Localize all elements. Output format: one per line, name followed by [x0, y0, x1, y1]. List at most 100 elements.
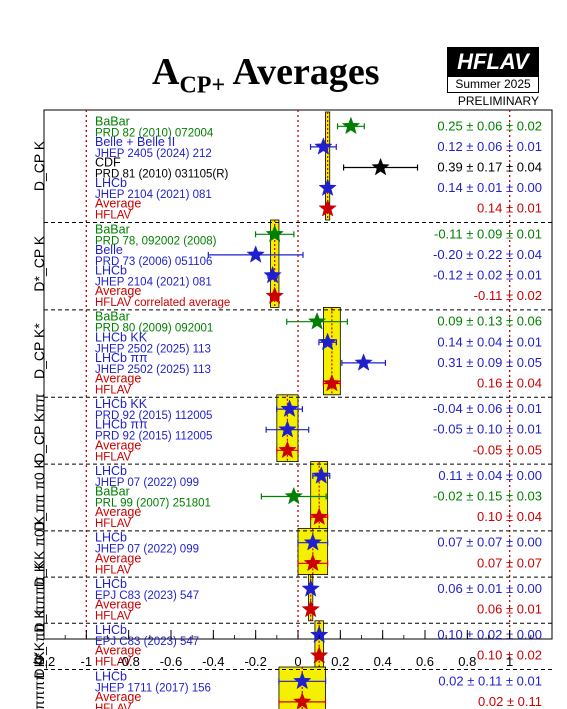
experiment-label: BaBar	[95, 114, 130, 128]
data-point-star	[341, 116, 361, 135]
value-label: 0.06 ± 0.01	[477, 602, 542, 617]
value-label: -0.20 ± 0.22 ± 0.04	[433, 247, 542, 262]
group-label: D_KKππ K	[31, 609, 47, 679]
data-point-star	[278, 419, 297, 438]
reference-label: PRD 73 (2006) 051106	[95, 256, 212, 268]
data-point-star	[293, 671, 312, 690]
reference-label: PRD 78, 092002 (2008)	[95, 235, 217, 247]
group-label: D_ππππ K	[31, 562, 47, 632]
data-point-star	[318, 198, 337, 217]
reference-label: HFLAV	[95, 657, 132, 669]
data-point-star	[278, 440, 297, 459]
value-label: 0.06 ± 0.01 ± 0.00	[437, 581, 542, 596]
reference-label: HFLAV correlated average	[95, 297, 230, 309]
data-point-star	[318, 332, 337, 351]
group-label: D_CP Kππ	[31, 393, 47, 463]
x-tick-label: 0.4	[374, 654, 392, 669]
value-label: 0.02 ± 0.11 ± 0.01	[438, 673, 542, 688]
experiment-label: LHCb	[95, 577, 127, 591]
experiment-label: LHCb	[95, 176, 127, 190]
experiment-label: LHCb KK	[95, 397, 148, 411]
experiment-label: Belle	[95, 243, 123, 257]
x-tick-label: -1.2	[33, 654, 55, 669]
group-label: D_CP K*	[31, 323, 47, 379]
data-point-star	[303, 553, 323, 572]
data-point-star	[309, 645, 329, 664]
group-label: D_ππ π0 K	[31, 458, 47, 530]
data-point-star	[354, 353, 373, 371]
value-label: 0.07 ± 0.07	[477, 555, 542, 570]
reference-label: JHEP 2104 (2021) 081	[95, 277, 212, 289]
experiment-label: Average	[95, 598, 141, 612]
value-label: -0.12 ± 0.02 ± 0.01	[433, 268, 542, 283]
reference-label: JHEP 1711 (2017) 156	[95, 682, 211, 694]
value-label: 0.10 ± 0.02 ± 0.00	[437, 627, 542, 642]
reference-label: EPJ C83 (2023) 547	[95, 636, 199, 648]
data-point-star	[307, 311, 327, 330]
data-point-star	[284, 486, 303, 505]
experiment-label: LHCb	[95, 531, 127, 545]
reference-label: PRD 82 (2010) 072004	[95, 127, 214, 139]
reference-label: HFLAV	[95, 451, 132, 463]
value-label: 0.31 ± 0.09 ± 0.05	[437, 355, 542, 370]
reference-label: HFLAV	[95, 385, 132, 397]
reference-label: PRD 80 (2009) 092001	[95, 323, 213, 335]
x-tick-label: -0.4	[202, 654, 224, 669]
value-label: 0.14 ± 0.04 ± 0.01	[437, 334, 542, 349]
data-point-star	[263, 265, 282, 284]
group-label: D_KK π0 K	[31, 515, 47, 587]
experiment-label: Average	[95, 644, 141, 658]
hflav-logo-box: HFLAV	[447, 47, 539, 76]
value-label: 0.14 ± 0.01	[477, 201, 542, 216]
experiment-label: Average	[95, 372, 141, 386]
reference-label: PRD 92 (2015) 112005	[95, 431, 212, 443]
chart-title: ACP+ Averages	[152, 51, 380, 99]
hflav-logo: HFLAV Summer 2025 PRELIMINARY	[447, 47, 539, 108]
data-point-star	[309, 507, 329, 525]
value-label: 0.11 ± 0.04 ± 0.00	[438, 468, 542, 483]
group-label: D_CP K	[31, 140, 47, 191]
value-label: 0.10 ± 0.04	[477, 509, 542, 524]
value-label: -0.05 ± 0.10 ± 0.01	[433, 422, 542, 437]
value-label: 0.25 ± 0.06 ± 0.02	[437, 118, 542, 133]
x-tick-label: -1	[81, 654, 93, 669]
x-tick-label: -0.2	[244, 654, 266, 669]
value-label: 0.02 ± 0.11	[478, 694, 542, 709]
experiment-label: Belle + Belle II	[95, 135, 175, 149]
reference-label: JHEP 07 (2022) 099	[95, 477, 199, 489]
x-tick-label: 0	[294, 654, 301, 669]
reference-label: JHEP 2104 (2021) 081	[95, 189, 212, 201]
experiment-label: BaBar	[95, 485, 130, 499]
value-label: 0.39 ± 0.17 ± 0.04	[437, 160, 542, 175]
reference-label: PRD 92 (2015) 112005	[95, 410, 212, 422]
logo-status: PRELIMINARY	[457, 94, 539, 108]
data-point-star	[293, 692, 312, 709]
experiment-label: Average	[95, 438, 141, 452]
experiment-label: Average	[95, 551, 141, 565]
experiment-label: Average	[95, 505, 141, 519]
reference-label: JHEP 2502 (2025) 113	[95, 343, 211, 355]
group-label: D*_CP K	[31, 235, 47, 291]
reference-label: HFLAV	[95, 518, 132, 530]
value-label: -0.11 ± 0.02	[474, 288, 542, 303]
experiment-label: Average	[95, 284, 141, 298]
experiment-label: LHCb	[95, 464, 127, 478]
value-label: 0.07 ± 0.07 ± 0.00	[437, 535, 542, 550]
data-point-star	[303, 532, 323, 551]
data-point-star	[265, 286, 284, 304]
x-tick-label: 0.2	[331, 654, 349, 669]
x-tick-label: 1	[506, 654, 513, 669]
experiment-label: LHCb ππ	[95, 351, 148, 365]
data-point-star	[246, 245, 265, 263]
value-label: 0.14 ± 0.01 ± 0.00	[437, 180, 542, 195]
x-tick-label: -0.6	[160, 654, 182, 669]
experiment-label: CDF	[95, 156, 121, 170]
experiment-label: LHCb KK	[95, 330, 148, 344]
experiment-label: LHCb	[95, 623, 127, 637]
reference-label: HFLAV	[95, 703, 132, 709]
experiment-label: LHCb ππ	[95, 418, 148, 432]
reference-label: HFLAV	[95, 210, 132, 222]
value-label: 0.10 ± 0.02	[477, 648, 542, 663]
bottom-label: D_	[31, 647, 47, 665]
reference-label: HFLAV	[95, 564, 132, 576]
